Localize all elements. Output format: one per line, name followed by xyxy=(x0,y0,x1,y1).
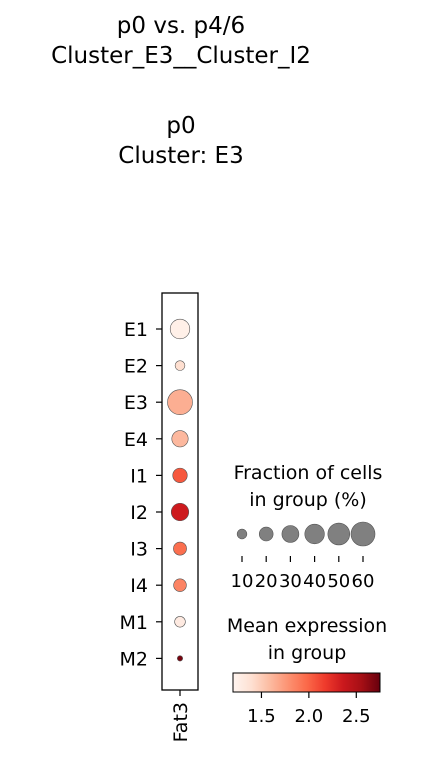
dot-i1 xyxy=(172,467,188,483)
dot-m1 xyxy=(174,616,186,628)
colorbar-tick-label-2: 2.0 xyxy=(295,706,324,727)
size-legend-dot-30 xyxy=(281,525,300,543)
dot-m2 xyxy=(177,655,183,662)
dot-i2 xyxy=(170,502,190,522)
size-legend-label-60: 60 xyxy=(352,571,375,592)
size-legend-label-20: 20 xyxy=(255,571,278,592)
colorbar-tick-label-2.5: 2.5 xyxy=(342,706,371,727)
y-tick-label-m2: M2 xyxy=(120,648,148,670)
color-legend-title: in group xyxy=(268,642,347,664)
size-legend-label-40: 40 xyxy=(303,571,326,592)
y-tick-label-i2: I2 xyxy=(130,502,148,524)
size-legend-dot-60 xyxy=(350,521,376,547)
y-tick-label-m1: M1 xyxy=(120,612,148,634)
colorbar-tick-label-1.5: 1.5 xyxy=(247,706,276,727)
colorbar xyxy=(232,672,381,693)
y-tick-label-i1: I1 xyxy=(130,465,148,487)
size-legend-dot-40 xyxy=(304,523,325,545)
dot-e1 xyxy=(169,318,191,340)
size-legend-label-30: 30 xyxy=(279,571,302,592)
title-line-4: p0 xyxy=(166,113,196,139)
dot-e3 xyxy=(167,389,193,415)
size-legend-dot-10 xyxy=(236,528,248,540)
dot-e4 xyxy=(171,430,189,448)
y-tick-label-e2: E2 xyxy=(124,356,148,378)
x-tick-label-gene: Fat3 xyxy=(170,702,192,742)
size-legend-dot-50 xyxy=(327,522,351,546)
dot-i4 xyxy=(173,578,187,592)
title-line-5: Cluster: E3 xyxy=(118,143,244,169)
dot-e2 xyxy=(174,360,186,371)
size-legend-label-50: 50 xyxy=(327,571,350,592)
y-tick-label-e4: E4 xyxy=(124,429,148,451)
title-line-1: p0 vs. p4/6 xyxy=(116,13,246,39)
y-tick-label-e1: E1 xyxy=(124,319,148,341)
size-legend-label-10: 10 xyxy=(231,571,254,592)
color-legend-title: Mean expression xyxy=(227,615,387,637)
y-tick-label-i3: I3 xyxy=(130,539,148,561)
size-legend-dot-20 xyxy=(258,526,274,542)
y-tick-label-e3: E3 xyxy=(124,392,148,414)
dot-i3 xyxy=(173,541,187,556)
size-legend-title: in group (%) xyxy=(249,489,366,511)
y-tick-label-i4: I4 xyxy=(130,575,148,597)
plot-frame xyxy=(161,292,199,691)
size-legend-title: Fraction of cells xyxy=(234,462,383,484)
title-line-2: Cluster_E3__Cluster_I2 xyxy=(51,43,311,69)
